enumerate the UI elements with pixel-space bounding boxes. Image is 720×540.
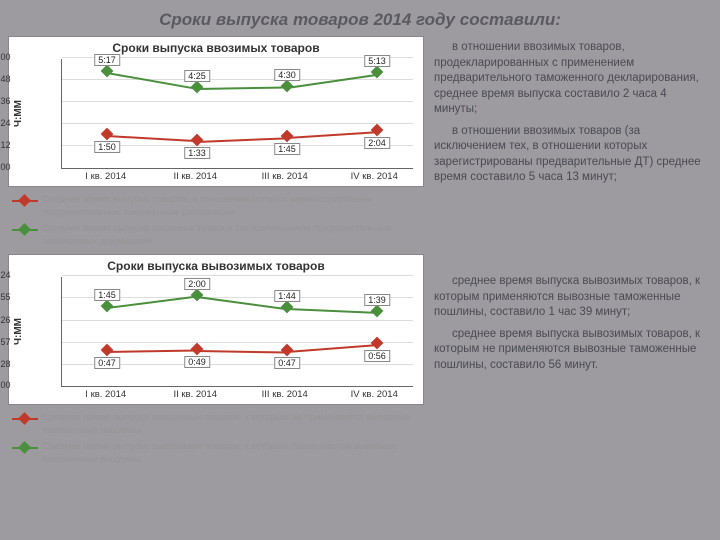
x-tick-label: III кв. 2014 [240,169,330,182]
x-tick-label: II кв. 2014 [151,169,241,182]
data-point [281,300,294,313]
paragraph-2: в отношении ввозимых товаров (за исключе… [434,124,708,186]
chart-import: Сроки выпуска ввозимых товаров Ч:ММ 0:00… [8,36,424,187]
data-label: 0:47 [274,357,300,369]
paragraph-3: среднее время выпуска вывозимых товаров,… [434,274,708,321]
legend-item: Среднее время выпуска вывозимых товаров,… [12,411,424,438]
data-point [371,66,384,79]
paragraph-1: в отношении ввозимых товаров, продеклари… [434,40,708,118]
legend-item: Среднее время выпуска ввозимых товаров (… [12,222,424,249]
legend-item: Среднее время выпуска товаров, в отношен… [12,193,424,220]
x-tick-label: II кв. 2014 [151,387,241,400]
data-point [101,65,114,78]
chart-import-legend: Среднее время выпуска товаров, в отношен… [12,193,424,248]
plot-area: 1:501:331:452:045:174:254:305:13 [61,59,413,169]
data-point [191,342,204,355]
legend-marker [12,225,38,235]
data-point [281,79,294,92]
data-point [101,344,114,357]
legend-label: Среднее время выпуска вывозимых товаров,… [42,440,424,467]
data-label: 1:45 [274,143,300,155]
data-point [281,344,294,357]
paragraph-4: среднее время выпуска вывозимых товаров,… [434,327,708,374]
plot-area: 0:47 0:49 0:47 0:56 1:45 2:00 1:44 1:39 [61,277,413,387]
chart-export: Сроки выпуска вывозимых товаров Ч:ММ 0:0… [8,254,424,405]
legend-label: Среднее время выпуска вывозимых товаров,… [42,411,424,438]
legend-label: Среднее время выпуска ввозимых товаров (… [42,222,424,249]
data-label: 2:00 [184,278,210,290]
chart-export-legend: Среднее время выпуска вывозимых товаров,… [12,411,424,466]
data-label: 0:47 [94,357,120,369]
data-point [371,337,384,350]
y-axis-label: Ч:ММ [13,275,27,387]
data-label: 0:56 [364,350,390,362]
data-label: 2:04 [364,137,390,149]
chart-title: Сроки выпуска вывозимых товаров [13,259,419,273]
x-tick-label: III кв. 2014 [240,387,330,400]
x-tick-label: I кв. 2014 [61,387,151,400]
legend-marker [12,443,38,453]
data-label: 5:13 [364,55,390,67]
data-point [281,130,294,143]
page-title: Сроки выпуска товаров 2014 году составил… [0,0,720,36]
x-tick-label: IV кв. 2014 [330,169,420,182]
chart-title: Сроки выпуска ввозимых товаров [13,41,419,55]
legend-marker [12,196,38,206]
legend-marker [12,414,38,424]
data-label: 5:17 [94,54,120,66]
data-point [371,124,384,137]
data-label: 4:25 [184,70,210,82]
x-tick-label: IV кв. 2014 [330,387,420,400]
data-point [101,300,114,313]
data-label: 0:49 [184,356,210,368]
data-point [101,128,114,141]
legend-item: Среднее время выпуска вывозимых товаров,… [12,440,424,467]
data-label: 1:50 [94,141,120,153]
x-tick-label: I кв. 2014 [61,169,151,182]
data-label: 1:33 [184,147,210,159]
y-axis-label: Ч:ММ [13,57,27,169]
data-label: 1:45 [94,289,120,301]
data-point [191,81,204,94]
data-label: 1:39 [364,294,390,306]
legend-label: Среднее время выпуска товаров, в отношен… [42,193,424,220]
data-label: 1:44 [274,290,300,302]
data-point [371,304,384,317]
data-point [191,288,204,301]
data-label: 4:30 [274,69,300,81]
